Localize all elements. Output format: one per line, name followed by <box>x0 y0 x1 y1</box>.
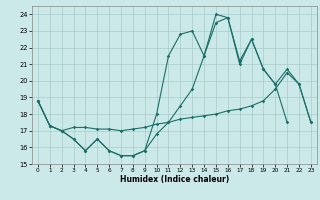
X-axis label: Humidex (Indice chaleur): Humidex (Indice chaleur) <box>120 175 229 184</box>
